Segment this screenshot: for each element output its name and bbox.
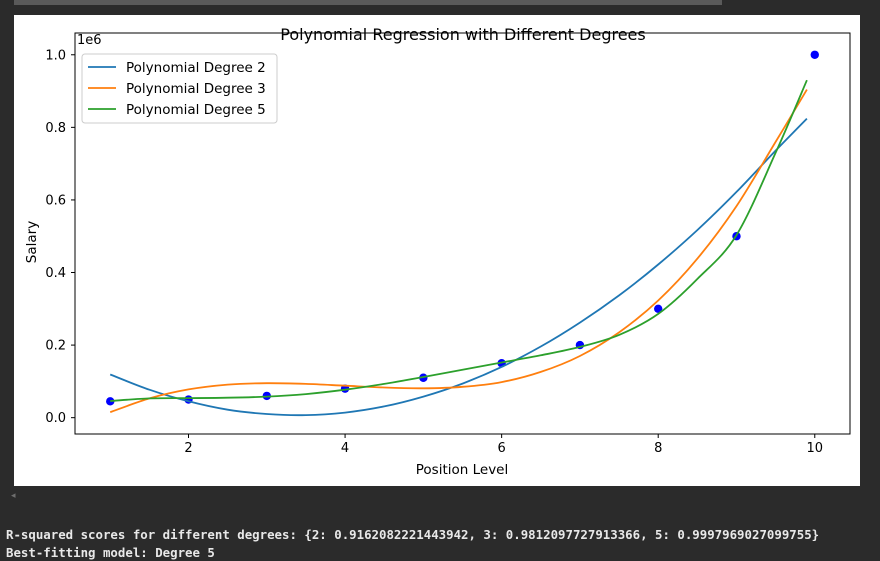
regression-chart: Polynomial Regression with Different Deg… xyxy=(24,25,851,478)
plot-frame xyxy=(74,32,851,435)
horizontal-scrollbar[interactable] xyxy=(14,0,722,5)
series-line-polynomial-degree-2 xyxy=(109,117,808,417)
legend-box xyxy=(81,53,278,124)
scroll-left-icon[interactable]: ◂ xyxy=(11,491,16,501)
y-tick-label-3: 0.6 xyxy=(45,193,66,208)
data-point-10 xyxy=(810,50,819,59)
y-tick-label-5: 1.0 xyxy=(45,48,66,63)
data-point-8 xyxy=(654,304,663,314)
series-line-polynomial-degree-5 xyxy=(110,79,808,402)
x-tick-label-6: 6 xyxy=(498,441,506,456)
best-model-output: Best-fitting model: Degree 5 xyxy=(6,545,215,560)
y-tick-label-0: 0.0 xyxy=(45,411,66,426)
y-tick-label-4: 0.8 xyxy=(45,121,66,136)
y-offset-label: 1e6 xyxy=(77,33,102,48)
r-squared-output: R-squared scores for different degrees: … xyxy=(6,527,820,542)
y-tick-label-1: 0.2 xyxy=(45,339,66,354)
y-axis-label: Salary xyxy=(24,221,40,263)
x-tick-label-8: 8 xyxy=(654,441,662,456)
legend-label-degree-5: Polynomial Degree 5 xyxy=(126,102,266,118)
chart-title: Polynomial Regression with Different Deg… xyxy=(280,25,645,44)
x-tick-label-4: 4 xyxy=(341,441,349,456)
legend-label-degree-2: Polynomial Degree 2 xyxy=(126,60,266,76)
x-tick-label-2: 2 xyxy=(184,441,192,456)
x-tick-label-10: 10 xyxy=(806,441,823,456)
x-axis-label: Position Level xyxy=(416,462,509,478)
plot-output: Polynomial Regression with Different Deg… xyxy=(14,15,860,486)
legend: Polynomial Degree 2 Polynomial Degree 3 … xyxy=(81,53,278,124)
series-line-polynomial-degree-3 xyxy=(109,89,808,414)
y-tick-label-2: 0.4 xyxy=(45,266,66,281)
legend-label-degree-3: Polynomial Degree 3 xyxy=(126,81,266,97)
